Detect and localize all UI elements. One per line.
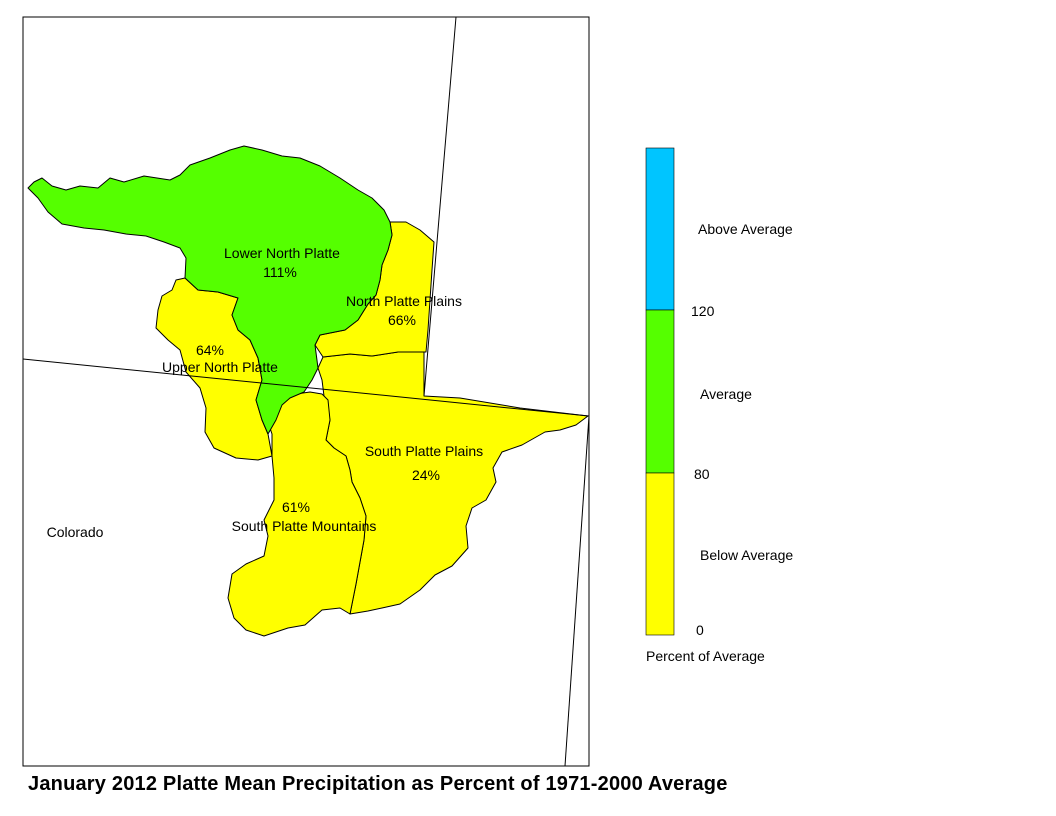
state-border-wy-co <box>22 358 590 417</box>
legend-label-above-average: Above Average <box>698 221 793 237</box>
state-border-ne-wy <box>423 16 457 397</box>
map-title: January 2012 Platte Mean Precipitation a… <box>28 773 728 795</box>
label-upper-north-platte-name: Upper North Platte <box>162 359 278 375</box>
label-south-platte-mountains-value: 61% <box>282 499 310 515</box>
legend-break-0: 0 <box>696 622 704 638</box>
legend-swatch-below-average <box>645 472 675 636</box>
label-lower-north-platte-value: 111% <box>263 264 297 280</box>
legend-break-120: 120 <box>691 303 715 319</box>
label-lower-north-platte-name: Lower North Platte <box>224 245 340 261</box>
region-labels: Lower North Platte 111% North Platte Pla… <box>47 245 484 540</box>
map-frame <box>22 16 590 767</box>
region-lower-north-platte[interactable] <box>27 145 393 435</box>
region-south-platte-mountains[interactable] <box>227 391 367 637</box>
label-south-platte-mountains-name: South Platte Mountains <box>232 518 377 534</box>
label-colorado: Colorado <box>47 524 104 540</box>
legend-swatch-above-average <box>645 147 675 311</box>
state-border-ne-co <box>564 415 590 767</box>
label-south-platte-plains-value: 24% <box>412 467 440 483</box>
label-upper-north-platte-value: 64% <box>196 342 224 358</box>
legend-label-below-average: Below Average <box>700 547 793 563</box>
legend-title: Percent of Average <box>646 648 765 664</box>
label-south-platte-plains-name: South Platte Plains <box>365 443 483 459</box>
legend-break-80: 80 <box>694 466 710 482</box>
legend: Above Average 120 Average 80 Below Avera… <box>645 147 793 664</box>
legend-swatch-average <box>645 309 675 474</box>
basins <box>27 145 589 637</box>
label-north-platte-plains-name: North Platte Plains <box>346 293 462 309</box>
label-north-platte-plains-value: 66% <box>388 312 416 328</box>
legend-label-average: Average <box>700 386 752 402</box>
state-boundaries <box>22 16 590 767</box>
